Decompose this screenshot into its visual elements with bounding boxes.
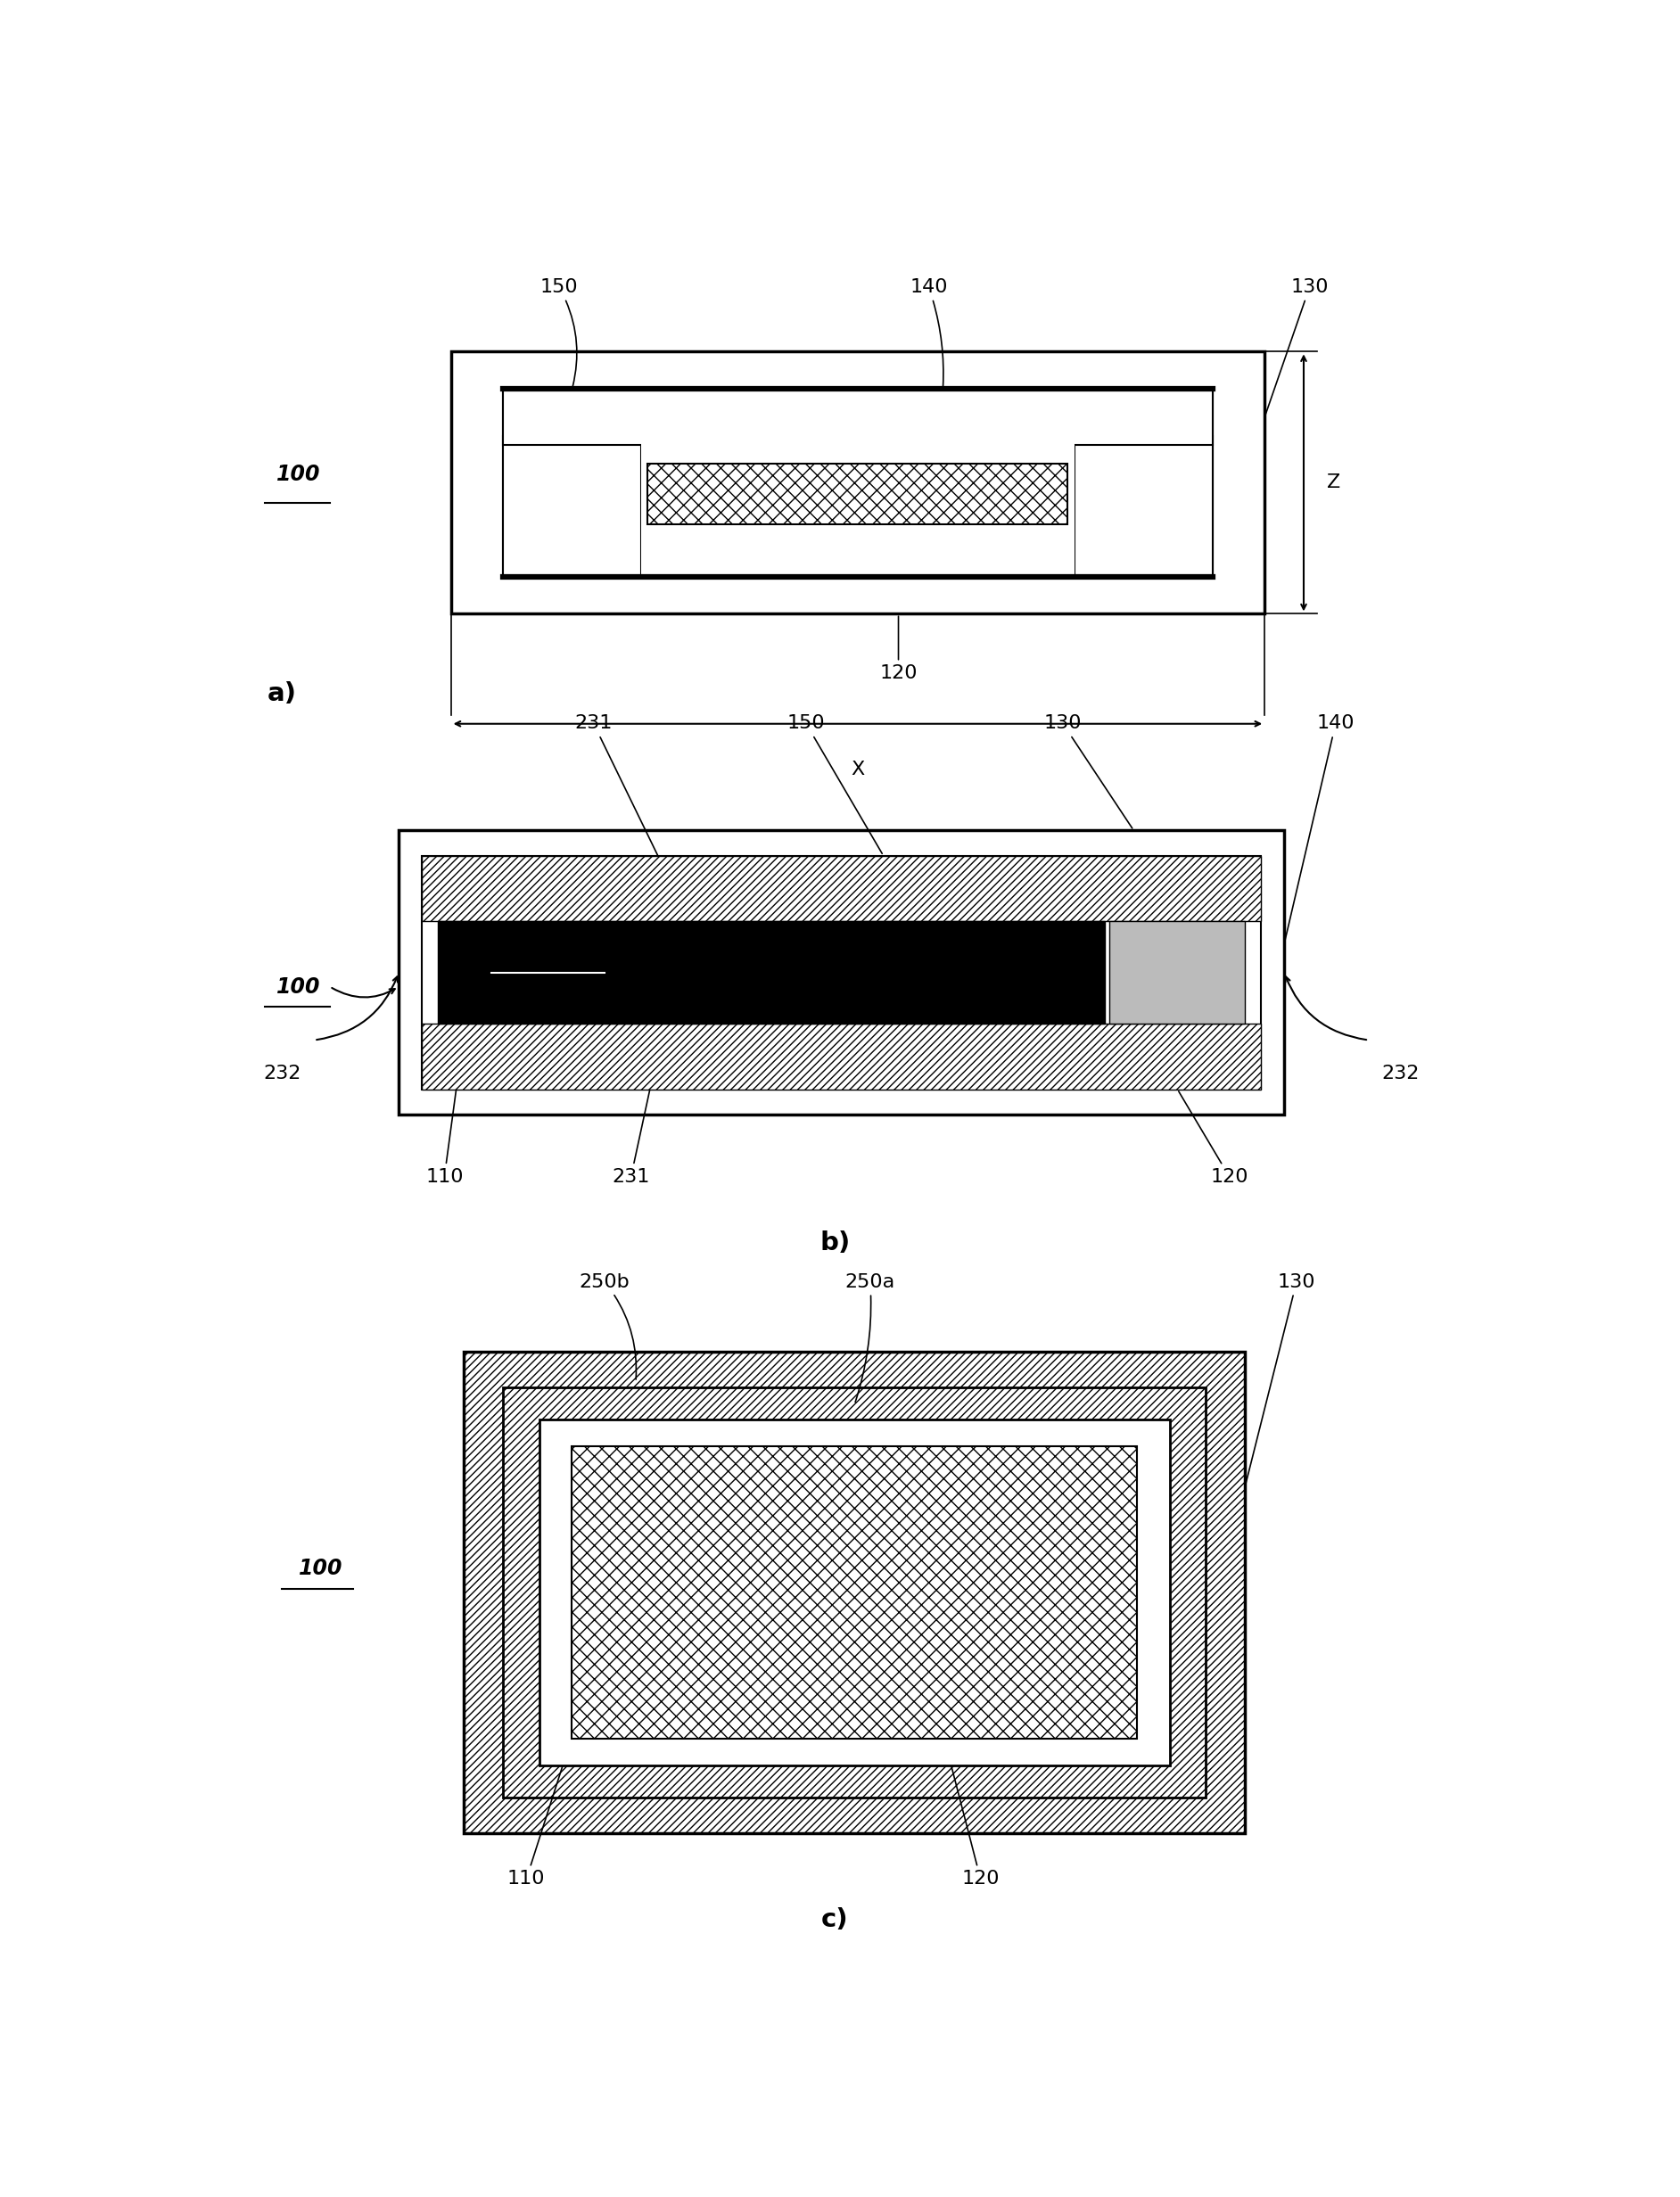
Bar bbox=[398, 830, 1284, 1114]
Bar bbox=[422, 1024, 1260, 1090]
Bar bbox=[502, 435, 642, 576]
Bar bbox=[502, 1389, 1206, 1797]
Text: 100: 100 bbox=[299, 1558, 343, 1580]
Text: 130: 130 bbox=[1245, 1272, 1315, 1483]
Bar bbox=[422, 855, 1260, 921]
Text: 150: 150 bbox=[786, 714, 882, 855]
Bar bbox=[539, 1419, 1169, 1766]
Text: Z: Z bbox=[1327, 475, 1341, 492]
Text: 110: 110 bbox=[507, 1760, 564, 1887]
Text: b): b) bbox=[820, 1230, 850, 1254]
Text: 140: 140 bbox=[1285, 714, 1354, 943]
Text: 232: 232 bbox=[1381, 1066, 1420, 1083]
Text: 110: 110 bbox=[514, 545, 549, 562]
Text: 232: 232 bbox=[264, 1066, 301, 1083]
Text: 120: 120 bbox=[880, 617, 917, 683]
Text: 130: 130 bbox=[1043, 714, 1132, 828]
Text: a): a) bbox=[267, 681, 296, 707]
Bar bbox=[422, 855, 1260, 1090]
Text: 150: 150 bbox=[539, 279, 578, 387]
Bar bbox=[438, 921, 1104, 1024]
Bar bbox=[502, 389, 1213, 576]
Text: 250b: 250b bbox=[580, 1272, 637, 1380]
Bar bbox=[450, 352, 1265, 613]
Bar bbox=[464, 1351, 1245, 1834]
Text: 130: 130 bbox=[1265, 279, 1329, 415]
Bar bbox=[502, 389, 1213, 446]
Bar bbox=[642, 435, 1074, 576]
Bar bbox=[1110, 921, 1245, 1024]
Text: 100: 100 bbox=[277, 975, 321, 997]
Bar bbox=[648, 464, 1068, 525]
Text: X: X bbox=[852, 760, 865, 778]
Text: 140: 140 bbox=[911, 279, 948, 387]
Text: 100: 100 bbox=[277, 464, 321, 486]
Text: 120: 120 bbox=[949, 1760, 1000, 1887]
Bar bbox=[571, 1446, 1137, 1738]
Text: 110: 110 bbox=[425, 1083, 464, 1186]
Text: 231: 231 bbox=[612, 1059, 657, 1186]
Text: 231: 231 bbox=[575, 714, 672, 885]
Text: c): c) bbox=[822, 1907, 848, 1931]
Bar bbox=[1074, 435, 1213, 576]
Text: 120: 120 bbox=[1179, 1092, 1248, 1186]
Text: 250a: 250a bbox=[845, 1272, 895, 1402]
